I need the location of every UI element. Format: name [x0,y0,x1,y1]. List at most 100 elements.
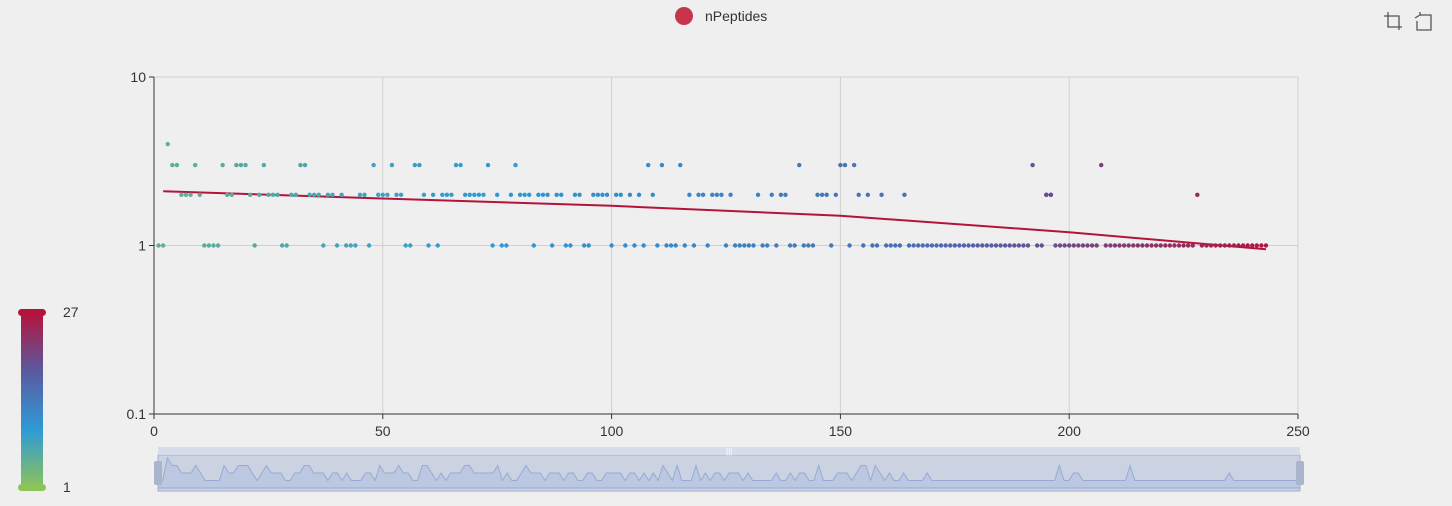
data-point[interactable] [1012,243,1017,248]
legend-label[interactable]: nPeptides [705,8,767,24]
data-point[interactable] [572,192,578,197]
data-zoom-move-handle[interactable]: ||| [726,447,732,456]
data-point[interactable] [1240,243,1246,248]
data-point[interactable] [691,243,697,248]
data-point[interactable] [906,243,912,248]
data-point[interactable] [513,162,518,168]
data-point[interactable] [334,243,340,248]
data-point[interactable] [1121,243,1127,248]
data-point[interactable] [1094,243,1099,248]
data-point[interactable] [783,192,788,197]
data-point[interactable] [888,243,893,248]
data-point[interactable] [275,192,280,197]
data-point[interactable] [760,243,765,248]
data-point[interactable] [1144,243,1150,248]
data-point[interactable] [824,192,829,197]
data-point[interactable] [1190,243,1195,248]
data-point[interactable] [302,162,308,168]
data-point[interactable] [1126,243,1131,248]
data-point[interactable] [380,192,385,197]
data-point[interactable] [1048,192,1054,197]
data-point[interactable] [462,192,468,197]
data-point[interactable] [1250,243,1255,248]
data-point[interactable] [170,162,175,168]
data-point[interactable] [993,243,999,248]
data-point[interactable] [920,243,925,248]
data-point[interactable] [1131,243,1136,248]
data-point[interactable] [966,243,971,248]
data-point[interactable] [929,243,935,248]
data-point[interactable] [851,162,857,168]
data-point[interactable] [206,243,212,248]
data-point[interactable] [389,162,395,168]
data-point[interactable] [778,192,784,197]
data-point[interactable] [1044,192,1049,197]
data-point[interactable] [192,162,198,168]
data-point[interactable] [856,192,861,197]
data-point[interactable] [1231,243,1237,248]
data-point[interactable] [623,243,628,248]
data-point[interactable] [1195,192,1200,197]
data-point[interactable] [792,243,797,248]
data-point[interactable] [476,192,482,197]
data-point[interactable] [847,243,852,248]
data-point[interactable] [426,243,431,248]
data-point[interactable] [215,243,221,248]
data-point[interactable] [1085,243,1090,248]
data-point[interactable] [197,192,202,197]
data-zoom-selected[interactable] [157,454,1301,492]
data-point[interactable] [1039,243,1044,248]
data-point[interactable] [1263,243,1269,248]
data-point[interactable] [751,243,756,248]
data-point[interactable] [252,243,257,248]
data-point[interactable] [1002,243,1008,248]
data-point[interactable] [1067,243,1072,248]
data-point[interactable] [838,162,843,168]
data-point[interactable] [174,162,180,168]
data-point[interactable] [270,192,276,197]
data-point[interactable] [307,192,312,197]
data-point[interactable] [600,192,605,197]
data-point[interactable] [499,243,504,248]
data-point[interactable] [943,243,948,248]
data-zoom-top-bar[interactable] [158,447,1300,455]
data-point[interactable] [266,192,271,197]
data-point[interactable] [1108,243,1113,248]
data-point[interactable] [609,243,614,248]
data-point[interactable] [559,192,564,197]
data-point[interactable] [243,162,248,168]
data-point[interactable] [810,243,816,248]
data-point[interactable] [737,243,742,248]
data-point[interactable] [545,192,550,197]
data-point[interactable] [343,243,349,248]
data-point[interactable] [673,243,678,248]
data-point[interactable] [1222,243,1227,248]
data-point[interactable] [819,192,825,197]
data-point[interactable] [1057,243,1063,248]
data-point[interactable] [394,192,399,197]
data-point[interactable] [362,192,367,197]
data-point[interactable] [1163,243,1168,248]
data-point[interactable] [435,243,440,248]
data-point[interactable] [700,192,706,197]
data-point[interactable] [495,192,500,197]
data-point[interactable] [444,192,450,197]
data-point[interactable] [568,243,573,248]
data-point[interactable] [646,162,651,168]
data-point[interactable] [787,243,793,248]
data-point[interactable] [1080,243,1086,248]
data-point[interactable] [591,192,596,197]
data-point[interactable] [357,192,363,197]
data-point[interactable] [755,192,761,197]
data-point[interactable] [659,162,665,168]
data-point[interactable] [801,243,806,248]
data-point[interactable] [522,192,527,197]
data-point[interactable] [1007,243,1012,248]
data-point[interactable] [289,192,294,197]
data-point[interactable] [632,243,637,248]
data-point[interactable] [874,243,880,248]
data-point[interactable] [472,192,477,197]
data-point[interactable] [682,243,688,248]
data-point[interactable] [238,162,244,168]
data-point[interactable] [595,192,601,197]
